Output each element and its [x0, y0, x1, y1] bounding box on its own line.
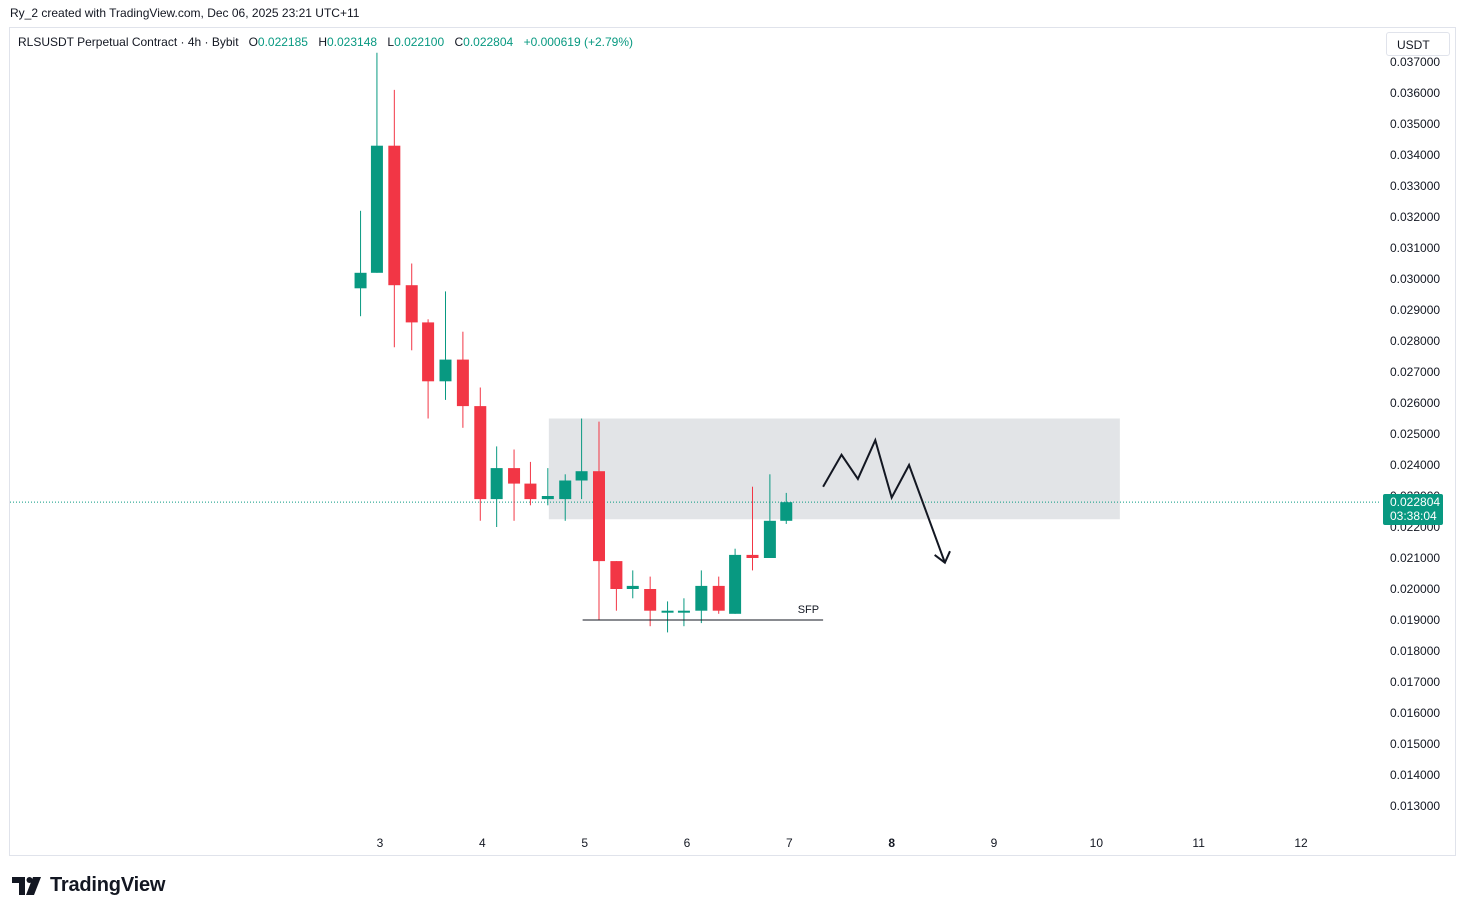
change-value: +0.000619 (+2.79%)	[523, 35, 633, 49]
low-value: 0.022100	[394, 35, 445, 49]
open-label: O	[248, 35, 258, 49]
low-label: L	[387, 35, 395, 49]
high-value: 0.023148	[326, 35, 378, 49]
high-label: H	[318, 35, 327, 49]
brand-name: TradingView	[50, 874, 166, 896]
last-price-tag: 0.022804 03:38:04	[1383, 494, 1443, 525]
symbol-title: RLSUSDT Perpetual Contract · 4h · Bybit	[18, 35, 239, 49]
bar-countdown: 03:38:04	[1390, 509, 1437, 523]
currency-button[interactable]: USDT	[1386, 32, 1450, 56]
close-label: C	[454, 35, 464, 49]
close-value: 0.022804	[463, 35, 514, 49]
chart-frame	[9, 27, 1456, 856]
symbol-legend: RLSUSDT Perpetual Contract · 4h · Bybit …	[18, 35, 640, 49]
tradingview-logo: TradingView	[12, 874, 165, 897]
attribution-text: Ry_2 created with TradingView.com, Dec 0…	[10, 6, 360, 20]
last-price-value: 0.022804	[1390, 495, 1441, 509]
tradingview-logo-icon	[12, 876, 41, 895]
open-value: 0.022185	[257, 35, 308, 49]
